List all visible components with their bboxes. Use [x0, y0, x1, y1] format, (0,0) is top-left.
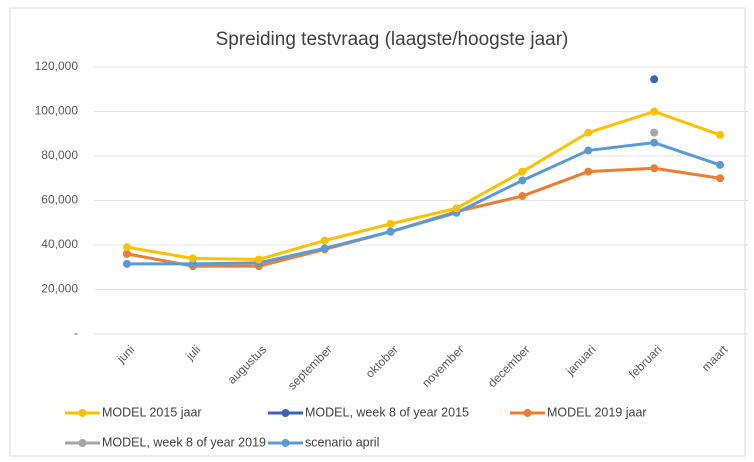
legend-label: MODEL 2015 jaar	[102, 405, 202, 419]
chart-frame	[9, 7, 746, 457]
legend-label: scenario april	[305, 435, 379, 449]
series-marker	[650, 138, 659, 147]
series-line	[126, 110, 721, 261]
series-marker	[584, 167, 593, 176]
legend-label: MODEL, week 8 of year 2019	[102, 435, 266, 449]
legend-label: MODEL 2019 jaar	[547, 405, 647, 419]
y-tick-label: 80,000	[41, 148, 78, 162]
chart-title: Spreiding testvraag (laagste/hoogste jaa…	[216, 29, 569, 50]
y-tick-label: 20,000	[41, 282, 78, 296]
series-marker	[716, 160, 725, 169]
series-marker	[584, 128, 593, 137]
y-tick-label: 120,000	[35, 59, 79, 73]
series-marker	[518, 176, 527, 185]
legend-marker	[281, 439, 290, 447]
series-marker	[650, 164, 659, 173]
series-marker	[386, 219, 395, 228]
y-tick-label: -	[74, 326, 78, 340]
series-marker	[584, 146, 593, 155]
series-marker	[650, 75, 659, 84]
series-marker	[386, 227, 395, 236]
legend-marker	[281, 409, 290, 417]
series-marker	[518, 192, 527, 201]
legend-marker	[78, 439, 87, 447]
series-marker	[452, 204, 461, 213]
series-marker	[518, 167, 527, 176]
series-marker	[320, 244, 329, 253]
series-marker	[320, 236, 329, 245]
y-tick-label: 60,000	[41, 193, 78, 207]
legend-marker	[78, 409, 87, 417]
series-marker	[122, 259, 131, 268]
series-marker	[716, 174, 725, 183]
y-tick-label: 40,000	[41, 237, 78, 251]
y-tick-label: 100,000	[35, 104, 79, 118]
legend-label: MODEL, week 8 of year 2015	[305, 405, 469, 419]
series-marker	[254, 255, 263, 264]
series-marker	[188, 254, 197, 263]
series-marker	[122, 243, 131, 252]
series-marker	[122, 249, 131, 258]
series-marker	[650, 107, 659, 116]
series-marker	[188, 259, 197, 268]
legend-marker	[523, 409, 532, 417]
series-marker	[716, 130, 725, 139]
series-marker	[650, 128, 659, 137]
series-line	[126, 141, 721, 266]
